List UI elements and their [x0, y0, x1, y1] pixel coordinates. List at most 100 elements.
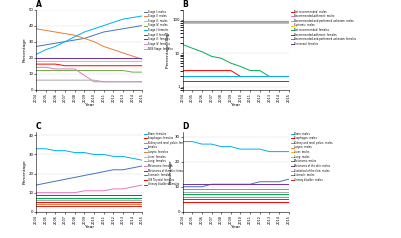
Kidney and renal pelvis: females: (2.01e+03, 7): females: (2.01e+03, 7): [53, 197, 58, 200]
Recommended and performed unknown: males: (2.01e+03, 86): males: (2.01e+03, 86): [209, 20, 214, 23]
Not recommended: females: (2.01e+03, 3): females: (2.01e+03, 3): [257, 69, 262, 72]
Melanoma: males: (2.01e+03, 12): males: (2.01e+03, 12): [257, 180, 262, 183]
females: [82, 174, 87, 177]
Kidney and renal pelvis: males: (2.01e+03, 9): males: (2.01e+03, 9): [209, 188, 214, 191]
Peritoneal: females: (2.01e+03, 1.5): females: (2.01e+03, 1.5): [277, 79, 282, 82]
Not recommended: females: (2.01e+03, 8): females: (2.01e+03, 8): [209, 55, 214, 58]
Kidney and renal pelvis: females: (2e+03, 7): females: (2e+03, 7): [34, 197, 38, 200]
Stage I: males: (2.02e+03, 40): males: (2.02e+03, 40): [140, 24, 145, 27]
Stage II: females: (2.01e+03, 20): females: (2.01e+03, 20): [111, 56, 116, 59]
Recommended and performed unknown: females: (2.01e+03, 2): females: (2.01e+03, 2): [248, 75, 253, 78]
Stage III: males: (2.01e+03, 18): males: (2.01e+03, 18): [130, 60, 135, 62]
Stage III: males: (2e+03, 18): males: (2e+03, 18): [34, 60, 38, 62]
Lung: males: (2.01e+03, 8): males: (2.01e+03, 8): [277, 190, 282, 193]
Stomach: males: (2.01e+03, 7): males: (2.01e+03, 7): [238, 193, 243, 196]
Peritoneal: females: (2.01e+03, 1.5): females: (2.01e+03, 1.5): [229, 79, 233, 82]
Liver: males: (2.02e+03, 7): males: (2.02e+03, 7): [286, 193, 291, 196]
Stage II: females: (2e+03, 20): females: (2e+03, 20): [43, 56, 48, 59]
Larynx: males: (2.01e+03, 6): males: (2.01e+03, 6): [248, 195, 253, 198]
Urinary bladder: females: (2.01e+03, 3): females: (2.01e+03, 3): [121, 205, 126, 208]
Urinary bladder: males: (2e+03, 5): males: (2e+03, 5): [180, 198, 185, 201]
Larynx: females: (2.01e+03, 4): females: (2.01e+03, 4): [72, 203, 77, 206]
Recommended and performed unknown: males: (2.01e+03, 86): males: (2.01e+03, 86): [199, 20, 204, 23]
GIS Thyroid: females: (2.01e+03, 5): females: (2.01e+03, 5): [101, 201, 106, 204]
Kidney and renal pelvis: males: (2.01e+03, 9): males: (2.01e+03, 9): [238, 188, 243, 191]
Esophagus: females: (2.01e+03, 3): females: (2.01e+03, 3): [63, 205, 67, 208]
Stomach: males: (2e+03, 7): males: (2e+03, 7): [190, 193, 194, 196]
Melanoma of the skin: females: (2.01e+03, 9): females: (2.01e+03, 9): [53, 193, 58, 196]
Stage I: males: (2e+03, 27): males: (2e+03, 27): [34, 45, 38, 48]
NOS Stage: females: (2.01e+03, 6): females: (2.01e+03, 6): [72, 79, 77, 82]
Stage III: females: (2.01e+03, 15): females: (2.01e+03, 15): [121, 64, 126, 67]
Recommended-adherent: females: (2.01e+03, 3): females: (2.01e+03, 3): [229, 69, 233, 72]
Systemic: males: (2.01e+03, 80): males: (2.01e+03, 80): [209, 21, 214, 24]
Stage I: males: (2e+03, 28): males: (2e+03, 28): [43, 43, 48, 46]
Brain: males: (2.01e+03, 25): males: (2.01e+03, 25): [257, 148, 262, 150]
Stage III: females: (2.01e+03, 15): females: (2.01e+03, 15): [63, 64, 67, 67]
Melanoma: males: (2e+03, 10): males: (2e+03, 10): [180, 185, 185, 188]
Stage I: males: (2.01e+03, 31): males: (2.01e+03, 31): [72, 39, 77, 41]
Brain: females: (2.01e+03, 31): females: (2.01e+03, 31): [72, 151, 77, 154]
Brain: males: (2.01e+03, 24): males: (2.01e+03, 24): [277, 150, 282, 153]
Stage IV: males: (2e+03, 12): males: (2e+03, 12): [43, 69, 48, 72]
NOS Stage: females: (2.02e+03, 5): females: (2.02e+03, 5): [140, 80, 145, 83]
Larynx: females: (2.01e+03, 4): females: (2.01e+03, 4): [53, 203, 58, 206]
Stage IV: males: (2.01e+03, 12): males: (2.01e+03, 12): [72, 69, 77, 72]
Recommended and performed unknown: males: (2.01e+03, 86): males: (2.01e+03, 86): [238, 20, 243, 23]
Melanoma: males: (2.01e+03, 12): males: (2.01e+03, 12): [267, 180, 272, 183]
Stage IV: females: (2.01e+03, 13): females: (2.01e+03, 13): [53, 68, 58, 70]
Stage II: males: (2.01e+03, 23): males: (2.01e+03, 23): [121, 51, 126, 54]
Melanoma of the skin: males: (2e+03, 11): males: (2e+03, 11): [180, 183, 185, 186]
Brain: males: (2.01e+03, 26): males: (2.01e+03, 26): [229, 145, 233, 148]
Stomach: females: (2.02e+03, 7): females: (2.02e+03, 7): [140, 197, 145, 200]
Lung: females: (2.01e+03, 6): females: (2.01e+03, 6): [53, 199, 58, 202]
Melanoma of the skin: females: (2.01e+03, 9): females: (2.01e+03, 9): [121, 193, 126, 196]
Recommended and performed unknown: males: (2.02e+03, 86): males: (2.02e+03, 86): [286, 20, 291, 23]
Larynx: females: (2.01e+03, 4): females: (2.01e+03, 4): [63, 203, 67, 206]
Stage III: females: (2.01e+03, 15): females: (2.01e+03, 15): [130, 64, 135, 67]
Systemic: males: (2.01e+03, 80): males: (2.01e+03, 80): [257, 21, 262, 24]
Recommended and performed unknown: males: (2.01e+03, 86): males: (2.01e+03, 86): [257, 20, 262, 23]
Melanoma: males: (2.01e+03, 11): males: (2.01e+03, 11): [229, 183, 233, 186]
Stage I: males: (2.01e+03, 32): males: (2.01e+03, 32): [82, 37, 87, 40]
Stage IV: females: (2.01e+03, 5): females: (2.01e+03, 5): [111, 80, 116, 83]
NOS Stage: females: (2.01e+03, 6): females: (2.01e+03, 6): [91, 79, 96, 82]
Urinary bladder: males: (2.01e+03, 5): males: (2.01e+03, 5): [238, 198, 243, 201]
Esophagus: females: (2.02e+03, 3): females: (2.02e+03, 3): [140, 205, 145, 208]
Not recommended: males: (2.01e+03, 90): males: (2.01e+03, 90): [277, 20, 282, 23]
Stage IV: females: (2e+03, 14): females: (2e+03, 14): [34, 66, 38, 69]
Peritoneal: females: (2e+03, 1.5): females: (2e+03, 1.5): [190, 79, 194, 82]
Stomach: males: (2.01e+03, 7): males: (2.01e+03, 7): [248, 193, 253, 196]
Stomach: females: (2.01e+03, 7): females: (2.01e+03, 7): [53, 197, 58, 200]
GIS Thyroid: females: (2.01e+03, 5): females: (2.01e+03, 5): [63, 201, 67, 204]
Peritoneal: females: (2.01e+03, 1.5): females: (2.01e+03, 1.5): [209, 79, 214, 82]
Lung: males: (2.01e+03, 8): males: (2.01e+03, 8): [238, 190, 243, 193]
Stage I: females: (2.01e+03, 27): females: (2.01e+03, 27): [53, 45, 58, 48]
Kidney and renal pelvis: females: (2.01e+03, 7): females: (2.01e+03, 7): [63, 197, 67, 200]
Stage III: females: (2.01e+03, 15): females: (2.01e+03, 15): [72, 64, 77, 67]
Urinary bladder: females: (2.01e+03, 3): females: (2.01e+03, 3): [72, 205, 77, 208]
Melanoma: females: (2.01e+03, 10): females: (2.01e+03, 10): [63, 191, 67, 194]
Systemic: males: (2.01e+03, 80): males: (2.01e+03, 80): [229, 21, 233, 24]
Line: Melanoma: females: Melanoma: females: [36, 185, 142, 193]
Stage IV: males: (2.01e+03, 12): males: (2.01e+03, 12): [111, 69, 116, 72]
Melanoma: males: (2.01e+03, 11): males: (2.01e+03, 11): [248, 183, 253, 186]
GIS Thyroid: females: (2.01e+03, 5): females: (2.01e+03, 5): [53, 201, 58, 204]
Systemic: males: (2.01e+03, 80): males: (2.01e+03, 80): [277, 21, 282, 24]
NOS Stage: females: (2.01e+03, 5): females: (2.01e+03, 5): [121, 80, 126, 83]
Line: females: females: [36, 166, 142, 185]
Kidney and renal pelvis: males: (2.02e+03, 9): males: (2.02e+03, 9): [286, 188, 291, 191]
Kidney and renal pelvis: males: (2.01e+03, 9): males: (2.01e+03, 9): [219, 188, 224, 191]
Recommended-adherent: females: (2e+03, 3): females: (2e+03, 3): [180, 69, 185, 72]
Stomach: females: (2.01e+03, 7): females: (2.01e+03, 7): [72, 197, 77, 200]
Esophagus: males: (2e+03, 4): males: (2e+03, 4): [190, 200, 194, 203]
Legend: Brain: females, Esophagus: females, Kidney and renal pelvis: females, females, L: Brain: females, Esophagus: females, Kidn…: [144, 132, 189, 186]
Recommended and performed unknown: females: (2.01e+03, 2): females: (2.01e+03, 2): [209, 75, 214, 78]
Stage IV: males: (2.01e+03, 12): males: (2.01e+03, 12): [101, 69, 106, 72]
Melanoma of the skin: males: (2.01e+03, 11): males: (2.01e+03, 11): [219, 183, 224, 186]
Urinary bladder: males: (2e+03, 5): males: (2e+03, 5): [190, 198, 194, 201]
Stage II: males: (2e+03, 37): males: (2e+03, 37): [43, 29, 48, 32]
Esophagus: males: (2.01e+03, 4): males: (2.01e+03, 4): [257, 200, 262, 203]
Urinary bladder: females: (2.01e+03, 3): females: (2.01e+03, 3): [91, 205, 96, 208]
Not recommended: males: (2.01e+03, 90): males: (2.01e+03, 90): [257, 20, 262, 23]
